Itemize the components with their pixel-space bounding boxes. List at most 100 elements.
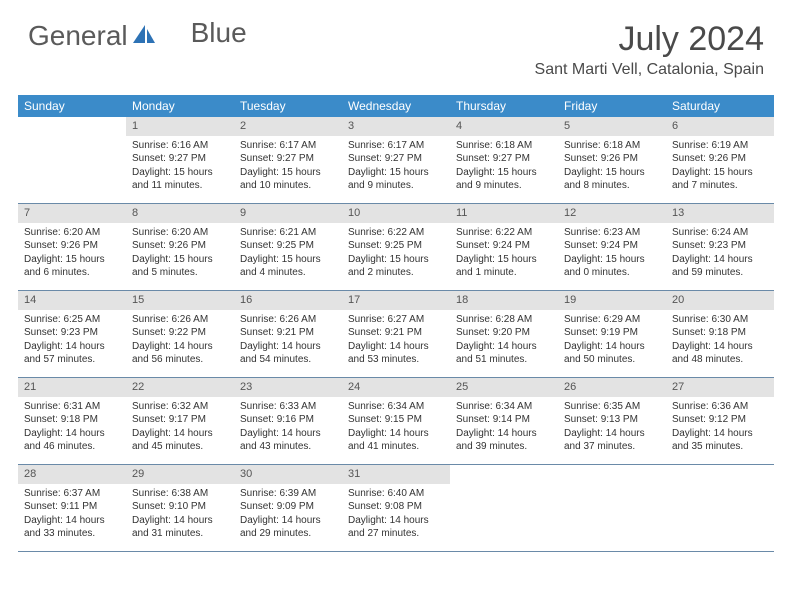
dow-sunday: Sunday [18,95,126,117]
day-number: 13 [666,204,774,223]
day-body: Sunrise: 6:17 AMSunset: 9:27 PMDaylight:… [234,139,342,193]
day-number: 19 [558,291,666,310]
logo-text-general: General [28,20,128,52]
day-cell: 24Sunrise: 6:34 AMSunset: 9:15 PMDayligh… [342,378,450,464]
day-cell: 3Sunrise: 6:17 AMSunset: 9:27 PMDaylight… [342,117,450,203]
day-body: Sunrise: 6:36 AMSunset: 9:12 PMDaylight:… [666,400,774,454]
daylight-text: Daylight: 15 hours and 5 minutes. [132,253,228,280]
sunrise-text: Sunrise: 6:22 AM [456,226,552,240]
day-number: 18 [450,291,558,310]
day-body: Sunrise: 6:34 AMSunset: 9:14 PMDaylight:… [450,400,558,454]
day-body: Sunrise: 6:28 AMSunset: 9:20 PMDaylight:… [450,313,558,367]
day-body: Sunrise: 6:33 AMSunset: 9:16 PMDaylight:… [234,400,342,454]
day-cell: 21Sunrise: 6:31 AMSunset: 9:18 PMDayligh… [18,378,126,464]
sunrise-text: Sunrise: 6:38 AM [132,487,228,501]
sunset-text: Sunset: 9:10 PM [132,500,228,514]
daylight-text: Daylight: 15 hours and 9 minutes. [456,166,552,193]
day-cell: 11 Sunrise: 6:22 AMSunset: 9:24 PMDayligh… [450,204,558,290]
daylight-text: Daylight: 15 hours and 4 minutes. [240,253,336,280]
day-number: 11 [450,204,558,223]
daylight-text: Daylight: 15 hours and 1 minute. [456,253,552,280]
week-row: 1Sunrise: 6:16 AMSunset: 9:27 PMDaylight… [18,117,774,204]
day-body: Sunrise: 6:18 AMSunset: 9:26 PMDaylight:… [558,139,666,193]
day-of-week-header: Sunday Monday Tuesday Wednesday Thursday… [18,95,774,117]
day-body: Sunrise: 6:31 AMSunset: 9:18 PMDaylight:… [18,400,126,454]
day-number: 16 [234,291,342,310]
day-cell: 17Sunrise: 6:27 AMSunset: 9:21 PMDayligh… [342,291,450,377]
sunrise-text: Sunrise: 6:31 AM [24,400,120,414]
daylight-text: Daylight: 14 hours and 41 minutes. [348,427,444,454]
sunset-text: Sunset: 9:18 PM [24,413,120,427]
day-number [18,117,126,136]
day-number: 5 [558,117,666,136]
day-cell: 19 Sunrise: 6:29 AMSunset: 9:19 PMDayligh… [558,291,666,377]
day-number: 25 [450,378,558,397]
sunset-text: Sunset: 9:19 PM [564,326,660,340]
sunset-text: Sunset: 9:09 PM [240,500,336,514]
sunrise-text: Sunrise: 6:23 AM [564,226,660,240]
day-body: Sunrise: 6:40 AMSunset: 9:08 PMDaylight:… [342,487,450,541]
sunrise-text: Sunrise: 6:16 AM [132,139,228,153]
daylight-text: Daylight: 14 hours and 48 minutes. [672,340,768,367]
daylight-text: Daylight: 14 hours and 59 minutes. [672,253,768,280]
sunrise-text: Sunrise: 6:27 AM [348,313,444,327]
daylight-text: Daylight: 14 hours and 54 minutes. [240,340,336,367]
sunset-text: Sunset: 9:25 PM [348,239,444,253]
day-cell: 5 Sunrise: 6:18 AMSunset: 9:26 PMDaylight… [558,117,666,203]
weeks-container: 1Sunrise: 6:16 AMSunset: 9:27 PMDaylight… [18,117,774,552]
day-number: 6 [666,117,774,136]
sunrise-text: Sunrise: 6:18 AM [564,139,660,153]
daylight-text: Daylight: 14 hours and 56 minutes. [132,340,228,367]
week-row: 28Sunrise: 6:37 AMSunset: 9:11 PMDayligh… [18,465,774,552]
sunrise-text: Sunrise: 6:37 AM [24,487,120,501]
daylight-text: Daylight: 15 hours and 11 minutes. [132,166,228,193]
sunset-text: Sunset: 9:17 PM [132,413,228,427]
dow-friday: Friday [558,95,666,117]
day-number: 1 [126,117,234,136]
day-cell: 22Sunrise: 6:32 AMSunset: 9:17 PMDayligh… [126,378,234,464]
day-number: 23 [234,378,342,397]
day-body: Sunrise: 6:29 AMSunset: 9:19 PMDaylight:… [558,313,666,367]
sunrise-text: Sunrise: 6:24 AM [672,226,768,240]
sunset-text: Sunset: 9:16 PM [240,413,336,427]
sunrise-text: Sunrise: 6:25 AM [24,313,120,327]
day-cell: 1Sunrise: 6:16 AMSunset: 9:27 PMDaylight… [126,117,234,203]
day-cell: 28Sunrise: 6:37 AMSunset: 9:11 PMDayligh… [18,465,126,551]
day-body: Sunrise: 6:20 AMSunset: 9:26 PMDaylight:… [18,226,126,280]
sunrise-text: Sunrise: 6:40 AM [348,487,444,501]
day-number: 2 [234,117,342,136]
logo: General Blue [28,20,247,52]
daylight-text: Daylight: 15 hours and 10 minutes. [240,166,336,193]
logo-text-blue: Blue [191,17,247,49]
day-number: 31 [342,465,450,484]
day-number: 9 [234,204,342,223]
title-block: July 2024 Sant Marti Vell, Catalonia, Sp… [535,20,764,79]
daylight-text: Daylight: 14 hours and 50 minutes. [564,340,660,367]
sunrise-text: Sunrise: 6:19 AM [672,139,768,153]
day-number [666,465,774,484]
week-row: 14Sunrise: 6:25 AMSunset: 9:23 PMDayligh… [18,291,774,378]
sunrise-text: Sunrise: 6:34 AM [348,400,444,414]
day-body: Sunrise: 6:22 AMSunset: 9:24 PMDaylight:… [450,226,558,280]
day-number: 28 [18,465,126,484]
day-body: Sunrise: 6:21 AMSunset: 9:25 PMDaylight:… [234,226,342,280]
day-body: Sunrise: 6:30 AMSunset: 9:18 PMDaylight:… [666,313,774,367]
day-body: Sunrise: 6:32 AMSunset: 9:17 PMDaylight:… [126,400,234,454]
dow-saturday: Saturday [666,95,774,117]
sunset-text: Sunset: 9:12 PM [672,413,768,427]
day-cell: 31 Sunrise: 6:40 AMSunset: 9:08 PMDayligh… [342,465,450,551]
day-body: Sunrise: 6:27 AMSunset: 9:21 PMDaylight:… [342,313,450,367]
day-body: Sunrise: 6:38 AMSunset: 9:10 PMDaylight:… [126,487,234,541]
day-number: 10 [342,204,450,223]
daylight-text: Daylight: 14 hours and 46 minutes. [24,427,120,454]
sunrise-text: Sunrise: 6:34 AM [456,400,552,414]
day-cell: 27Sunrise: 6:36 AMSunset: 9:12 PMDayligh… [666,378,774,464]
day-number: 15 [126,291,234,310]
day-cell: 23 Sunrise: 6:33 AMSunset: 9:16 PMDayligh… [234,378,342,464]
daylight-text: Daylight: 14 hours and 45 minutes. [132,427,228,454]
dow-wednesday: Wednesday [342,95,450,117]
daylight-text: Daylight: 14 hours and 43 minutes. [240,427,336,454]
daylight-text: Daylight: 14 hours and 51 minutes. [456,340,552,367]
sunrise-text: Sunrise: 6:18 AM [456,139,552,153]
day-body: Sunrise: 6:19 AMSunset: 9:26 PMDaylight:… [666,139,774,193]
